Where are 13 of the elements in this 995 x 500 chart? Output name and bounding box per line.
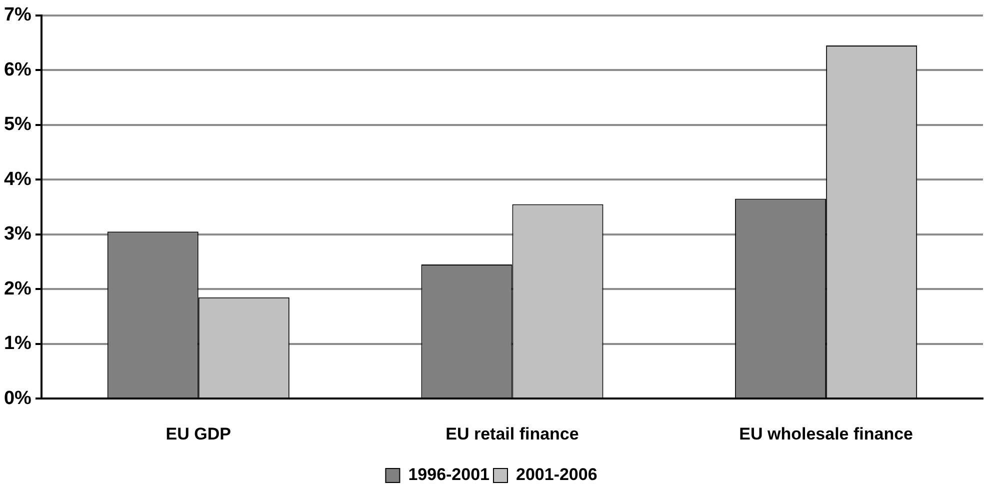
y-tick-label: 6% bbox=[4, 59, 32, 80]
y-tick-label: 3% bbox=[4, 224, 32, 245]
y-tick-label: 0% bbox=[4, 388, 32, 409]
y-tick-label: 1% bbox=[4, 333, 32, 354]
y-tick-label: 4% bbox=[4, 168, 32, 190]
y-tick-label: 5% bbox=[4, 114, 32, 136]
x-tick-label: EU retail finance bbox=[446, 424, 579, 444]
legend-label: 2001-2006 bbox=[516, 465, 598, 484]
y-tick-label: 2% bbox=[4, 278, 32, 300]
x-tick-label: EU wholesale finance bbox=[739, 424, 913, 444]
x-tick-label: EU GDP bbox=[166, 424, 231, 444]
y-tick-label: 7% bbox=[4, 4, 32, 26]
legend-label: 1996-2001 bbox=[408, 465, 490, 484]
